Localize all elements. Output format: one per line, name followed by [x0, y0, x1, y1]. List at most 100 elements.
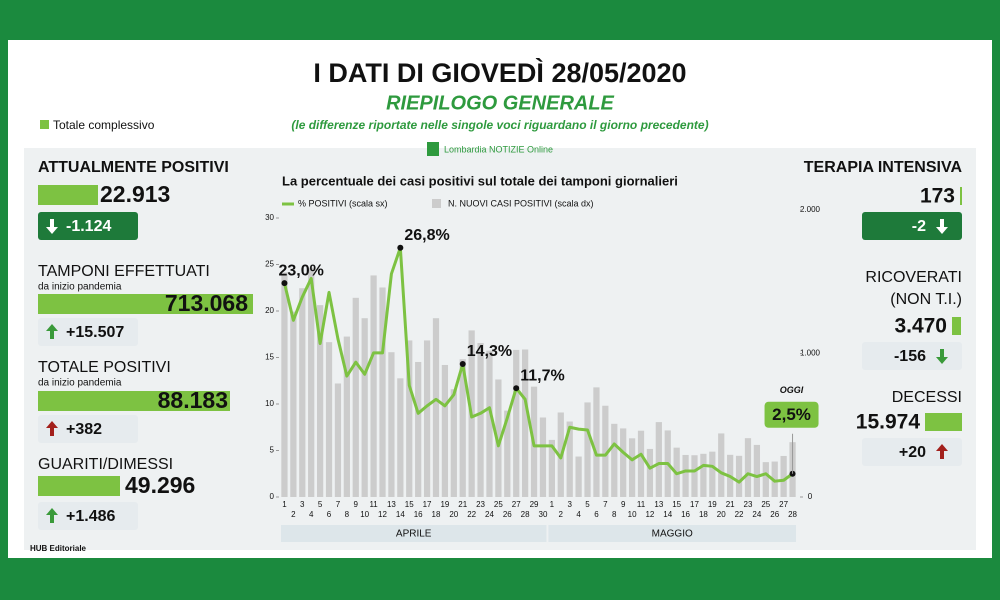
x-tick-label: 24: [752, 510, 761, 519]
line: [282, 246, 794, 484]
y-tick-label: 25: [265, 260, 274, 269]
x-tick-label: 11: [637, 500, 646, 509]
title: I DATI DI GIOVEDÌ 28/05/2020: [313, 57, 686, 88]
delta: -1.124: [66, 218, 111, 235]
x-tick-label: 18: [699, 510, 708, 519]
bar: [637, 430, 645, 497]
bar: [316, 305, 324, 497]
x-tick-label: 17: [690, 500, 699, 509]
x-tick-label: 7: [603, 500, 608, 509]
x-tick-label: 15: [405, 500, 414, 509]
x-tick-label: 22: [735, 510, 744, 519]
bar: [450, 389, 457, 497]
point: [397, 244, 404, 251]
panel-value: 173: [920, 185, 955, 208]
delta-box: [38, 212, 138, 240]
month-label: MAGGIO: [652, 529, 693, 540]
bar: [397, 378, 404, 497]
bar: [539, 417, 547, 497]
delta: +15.507: [66, 324, 124, 341]
panel-title: TERAPIA INTENSIVA: [804, 159, 963, 176]
x-tick-label: 19: [708, 500, 717, 509]
value-label: 23,0%: [278, 262, 323, 279]
month-band: [548, 525, 796, 542]
panel-title: RICOVERATI: [865, 269, 962, 286]
bar: [406, 340, 413, 497]
bar: [513, 349, 520, 497]
note: (le differenze riportate nelle singole v…: [291, 118, 708, 132]
panel-value: 49.296: [125, 472, 195, 498]
x-tick-label: 27: [779, 500, 788, 509]
bar: [780, 455, 787, 497]
x-tick-label: 2: [559, 510, 564, 519]
bar: [691, 455, 698, 497]
bar: [379, 287, 386, 497]
bar: [423, 340, 431, 497]
x-tick-label: 9: [354, 500, 359, 509]
bar: [744, 438, 752, 497]
panel-title: GUARITI/DIMESSI: [38, 456, 173, 473]
x-tick-label: 6: [327, 510, 332, 519]
arrow: [936, 219, 948, 234]
bar: [334, 383, 342, 497]
panel-bar: [925, 413, 962, 431]
x-tick-label: 20: [449, 510, 458, 519]
x-tick-label: 4: [576, 510, 581, 519]
legend-swatch: [432, 199, 441, 208]
panel-bar: [38, 294, 253, 314]
bar: [646, 448, 654, 497]
bar: [325, 342, 333, 497]
legend-text: Totale complessivo: [53, 118, 155, 132]
x-tick-label: 22: [467, 510, 476, 519]
x-tick-label: 13: [387, 500, 396, 509]
bar: [575, 456, 582, 497]
x-tick-label: 13: [654, 500, 663, 509]
y-tick-label: 15: [265, 353, 274, 362]
bar: [308, 267, 315, 497]
x-tick-label: 21: [726, 500, 735, 509]
bar: [566, 421, 573, 497]
x-tick-label: 18: [432, 510, 441, 519]
x-tick-label: 23: [476, 500, 485, 509]
x-tick-label: 14: [663, 510, 672, 519]
arrow: [936, 349, 948, 364]
bar: [602, 405, 609, 497]
x-tick-label: 16: [681, 510, 690, 519]
x-tick-label: 26: [503, 510, 512, 519]
delta-box: [862, 212, 962, 240]
bar: [281, 272, 288, 497]
bar: [495, 379, 502, 497]
y-tick-label: 10: [265, 399, 274, 408]
x-tick-label: 16: [414, 510, 423, 519]
x-tick-label: 3: [300, 500, 305, 509]
delta: -156: [894, 348, 926, 365]
y-tick-label: 0: [270, 492, 275, 501]
month-band: [281, 525, 547, 542]
delta: +20: [899, 444, 926, 461]
x-tick-label: 12: [378, 510, 387, 519]
bar: [486, 350, 493, 497]
panel-value: 22.913: [100, 181, 170, 207]
x-tick-label: 11: [369, 500, 378, 509]
bar: [370, 275, 377, 497]
panel-sub: da inizio pandemia: [38, 378, 122, 389]
delta: -2: [912, 218, 926, 235]
x-tick-label: 26: [770, 510, 779, 519]
x-tick-label: 3: [567, 500, 572, 509]
panel-title: DECESSI: [892, 389, 962, 406]
x-tick-label: 14: [396, 510, 405, 519]
delta-box: [862, 342, 962, 370]
x-tick-label: 24: [485, 510, 494, 519]
logo: Lombardia NOTIZIE Online: [444, 144, 553, 154]
bar: [753, 444, 761, 497]
x-tick-label: 2: [291, 510, 296, 519]
x-tick-label: 20: [717, 510, 726, 519]
point: [281, 280, 288, 287]
bar: [352, 297, 359, 497]
y-tick-label: 20: [265, 306, 274, 315]
x-tick-label: 8: [345, 510, 350, 519]
bar: [504, 410, 511, 497]
y2-tick-label: 2.000: [800, 205, 821, 214]
bar: [290, 311, 297, 497]
